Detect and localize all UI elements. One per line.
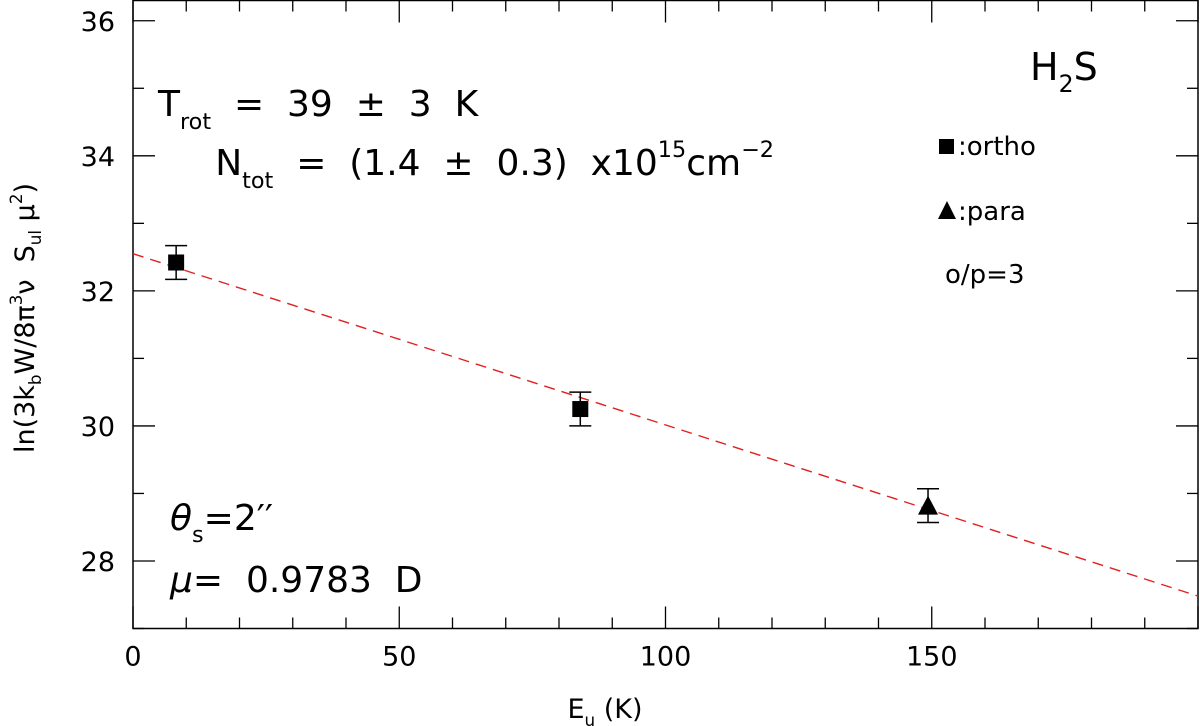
- trot-annotation: Trot = 39 ± 3 K: [157, 84, 480, 135]
- mu-annotation: μ= 0.9783 D: [169, 560, 423, 601]
- theta-sub: s: [192, 522, 204, 548]
- ylabel-p2: W/8π: [10, 305, 41, 374]
- xlabel-base: E: [567, 694, 584, 725]
- ntot-annotation: Ntot = (1.4 ± 0.3) x1015cm−2: [158, 125, 808, 194]
- axis-ticks: [132, 0, 1199, 630]
- ntot-base: N: [215, 143, 242, 184]
- y-tick-label: 28: [81, 547, 115, 578]
- theta-rest: =2′′: [204, 498, 273, 539]
- trot-sub: rot: [180, 109, 211, 135]
- para-point: [918, 495, 939, 515]
- tick-labels: 0 50 100 150 28 30 32 34 36: [81, 7, 958, 673]
- molecule-rest: S: [1074, 45, 1098, 89]
- xlabel-sub: u: [585, 710, 596, 726]
- y-tick-label: 36: [81, 7, 115, 38]
- ylabel-p3-sub: ul: [25, 230, 45, 245]
- ortho-point: [572, 401, 589, 418]
- x-axis-label: Eu (K): [567, 694, 642, 726]
- legend-para-marker: [938, 201, 956, 219]
- x-tick-label: 0: [124, 642, 141, 673]
- legend-ortho-marker: [939, 139, 954, 154]
- ylabel-p5: ): [10, 183, 41, 194]
- ortho-point: [168, 254, 185, 271]
- ntot-rest: = (1.4 ± 0.3) x10: [273, 143, 657, 184]
- trot-base: T: [157, 84, 181, 125]
- mu-base: μ: [169, 560, 193, 601]
- molecule-base: H: [1030, 45, 1059, 89]
- x-tick-label: 100: [640, 642, 692, 673]
- x-tick-label: 50: [382, 642, 416, 673]
- mu-rest: = 0.9783 D: [193, 560, 423, 601]
- ylabel-p2-sup: 3: [6, 295, 26, 306]
- theta-base: θ: [170, 498, 192, 539]
- legend-ortho-label: :ortho: [958, 132, 1036, 162]
- ylabel-p4: μ: [10, 204, 41, 230]
- y-tick-label: 30: [81, 412, 115, 443]
- ylabel-p4-sup: 2: [6, 193, 26, 204]
- ntot-rest2: cm: [686, 143, 741, 184]
- ylabel-p1-sub: b: [25, 374, 45, 385]
- legend-para-label: :para: [958, 197, 1026, 227]
- data-points: [165, 244, 940, 524]
- legend-op-ratio: o/p=3: [945, 260, 1025, 290]
- molecule-sub: 2: [1059, 70, 1074, 98]
- fit-line: [132, 253, 1199, 597]
- xlabel-rest: (K): [595, 694, 642, 725]
- x-tick-label: 150: [906, 642, 958, 673]
- y-tick-label: 34: [81, 142, 115, 173]
- ylabel-p1: ln(3k: [10, 385, 41, 453]
- molecule-label: H2S: [1030, 45, 1098, 98]
- ylabel-p3: ν S: [10, 245, 41, 294]
- ntot-sup2: −2: [741, 137, 774, 163]
- trot-rest: = 39 ± 3 K: [211, 84, 479, 125]
- y-tick-label: 32: [81, 277, 115, 308]
- y-axis-label: ln(3kbW/8π3ν Sul μ2): [6, 183, 45, 453]
- ntot-sub: tot: [242, 168, 273, 194]
- theta-annotation: θs=2′′: [170, 498, 273, 548]
- ntot-sup: 15: [658, 137, 686, 163]
